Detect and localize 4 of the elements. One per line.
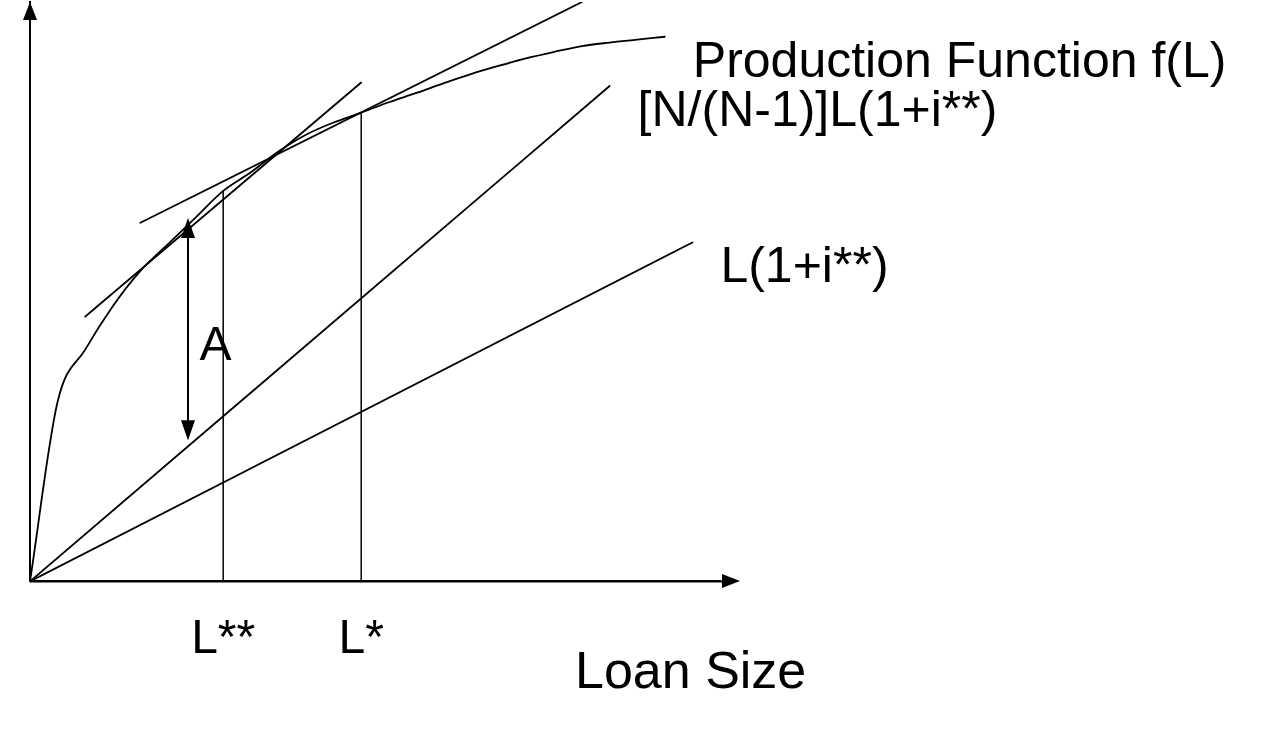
x-axis-title: Loan Size xyxy=(575,640,807,699)
x-tick-label: L** xyxy=(191,610,256,664)
x-tick-label: L* xyxy=(338,610,384,664)
series-label: L(1+i**) xyxy=(720,237,889,294)
